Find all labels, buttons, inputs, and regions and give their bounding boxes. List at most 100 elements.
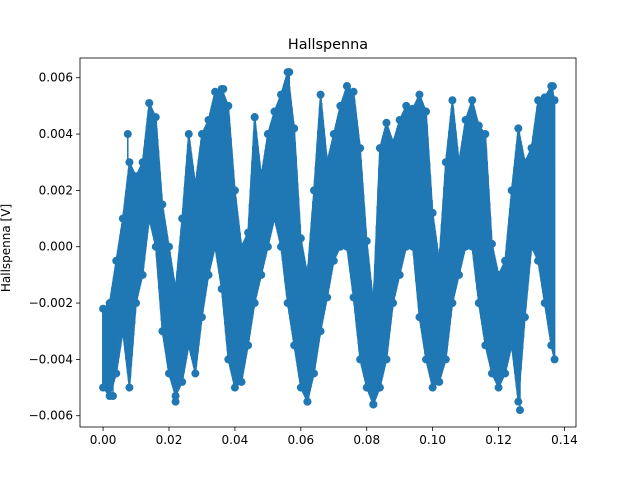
data-point [435,377,444,386]
data-point [540,299,549,308]
data-point [474,299,483,308]
y-tick-label: 0.004 [39,127,73,141]
data-point [362,383,371,392]
data-point [501,369,510,378]
data-point [507,186,516,195]
data-point [494,383,503,392]
data-point [550,355,559,364]
data-point [290,124,299,133]
data-point [550,96,559,105]
data-point [118,327,127,336]
data-point [494,270,503,279]
data-point [125,383,134,392]
data-point [303,397,312,406]
data-point [164,242,173,251]
y-tick-label: −0.002 [29,296,73,310]
data-point [263,130,272,139]
data-point [285,68,294,77]
data-point [211,242,220,251]
data-point [244,228,253,237]
y-tick-label: −0.006 [29,409,73,423]
y-tick-label: 0.006 [39,71,73,85]
data-point [402,101,411,110]
data-point [408,104,417,113]
data-point [515,406,524,415]
data-point [105,299,114,308]
data-point [171,284,180,293]
data-point [178,377,187,386]
data-point [534,96,543,105]
data-point [184,341,193,350]
data-point [164,369,173,378]
data-point [507,341,516,350]
data-point [487,369,496,378]
data-point [230,186,239,195]
data-point [382,118,391,127]
data-point [375,383,384,392]
data-point [171,397,180,406]
data-point [395,270,404,279]
data-point [501,256,510,265]
data-point [356,144,365,153]
data-point [257,172,266,181]
data-point [138,158,147,167]
x-tick-label: 0.00 [90,433,117,447]
data-point [145,99,154,108]
data-point [349,293,358,302]
notable-markers [108,68,557,415]
data-point [435,256,444,265]
data-point [323,293,332,302]
data-point [309,369,318,378]
data-point [441,355,450,364]
y-tick-label: 0.000 [39,240,73,254]
data-point [415,313,424,322]
x-tick-label: 0.12 [485,433,512,447]
data-point [219,84,228,93]
data-point [342,242,351,251]
data-point [382,355,391,364]
data-point [527,242,536,251]
data-point [224,101,233,110]
x-tick-label: 0.10 [419,433,446,447]
data-point [263,242,272,251]
data-point [349,87,358,96]
chart-title: Hallspenna [288,37,368,53]
data-point [197,130,206,139]
data-point [428,208,437,217]
data-point [244,341,253,350]
data-point [514,124,523,133]
data-point [178,214,187,223]
data-point [441,158,450,167]
data-point [217,284,226,293]
data-point [108,392,117,401]
data-point [402,242,411,251]
data-point [329,256,338,265]
series-trace [102,72,556,405]
y-tick-label: 0.002 [39,183,73,197]
x-tick-label: 0.04 [222,433,249,447]
data-point [250,113,259,122]
data-point [257,270,266,279]
data-point [250,299,259,308]
data-point [191,369,200,378]
data-point [151,113,160,122]
data-point [277,242,286,251]
data-point [369,299,378,308]
data-point [548,82,557,91]
data-point [316,90,325,99]
data-point [145,214,154,223]
data-point [270,214,279,223]
data-point [389,299,398,308]
x-tick-label: 0.02 [156,433,183,447]
data-point [468,96,477,105]
data-point [123,130,132,139]
data-point [481,341,490,350]
axes-layer: 0.00 0.02 0.04 0.06 0.08 0.10 0.12 0.14 −0.006 −0… [29,57,578,447]
x-tick-label: 0.06 [287,433,314,447]
data-point [204,115,213,124]
data-point [514,397,523,406]
data-point [336,101,345,110]
data-point [395,115,404,124]
data-point [461,242,470,251]
